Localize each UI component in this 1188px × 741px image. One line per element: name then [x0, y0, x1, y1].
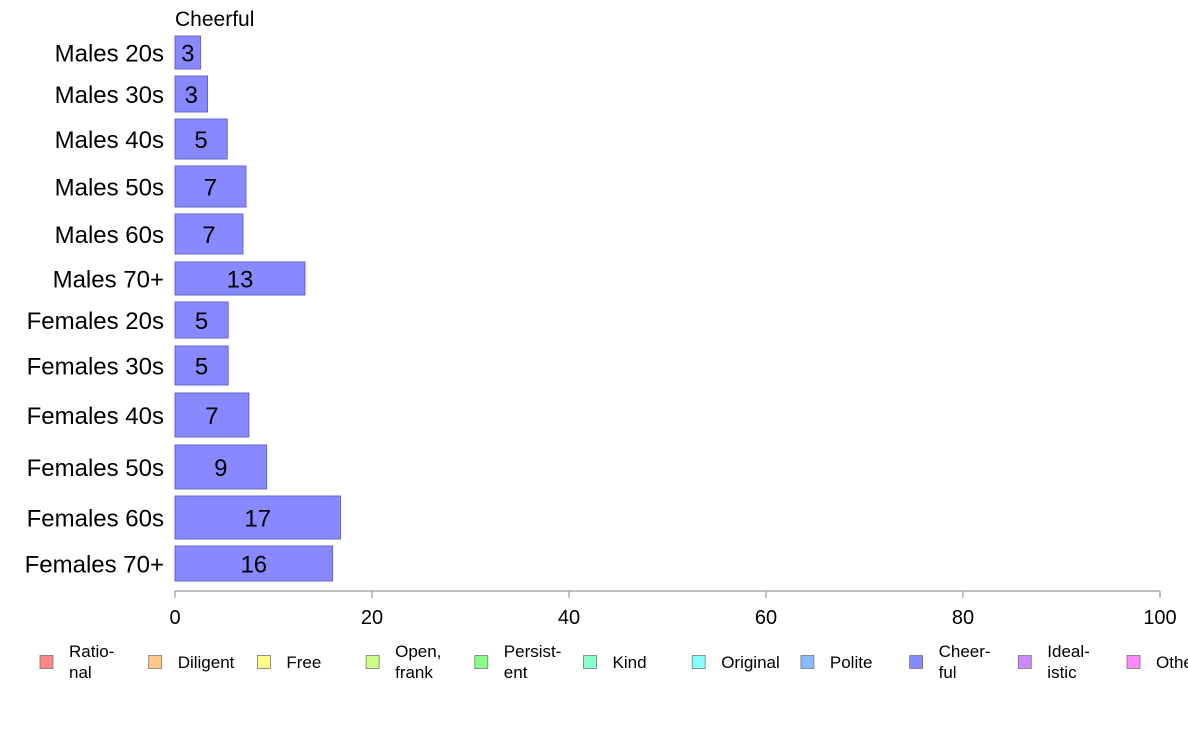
category-label: Females 20s — [27, 308, 164, 335]
legend-swatch — [1017, 655, 1032, 669]
category-label: Males 70+ — [53, 267, 164, 294]
category-label: Males 60s — [55, 222, 164, 249]
legend-swatch — [256, 655, 271, 669]
data-label: 7 — [204, 175, 217, 202]
x-tick-label: 20 — [361, 607, 383, 629]
legend-swatch — [365, 655, 380, 669]
x-tick-label: 40 — [558, 607, 580, 629]
category-label: Males 50s — [55, 175, 164, 202]
data-label: 16 — [240, 552, 267, 579]
category-label: Males 40s — [55, 127, 164, 154]
category-label: Females 50s — [27, 455, 164, 482]
legend-label: Kind — [613, 653, 647, 672]
bar — [174, 165, 247, 208]
data-label: 3 — [185, 82, 198, 109]
legend: Ratio-nal Diligent Free Open, frank Persist-e… — [39, 642, 1188, 682]
bar — [174, 345, 229, 386]
x-axis: 0 20 40 60 80 100 — [169, 590, 1177, 629]
legend-label: Ratio-nal — [69, 642, 114, 682]
legend-swatch — [474, 655, 489, 669]
category-label: Females 70+ — [25, 552, 164, 579]
legend-swatch — [800, 655, 815, 669]
data-label: 5 — [195, 308, 208, 335]
bar — [174, 444, 268, 490]
legend-label: Other — [1156, 653, 1188, 672]
bar — [174, 392, 250, 438]
bar — [174, 75, 209, 113]
legend-swatch — [1126, 655, 1141, 669]
legend-swatch — [39, 655, 54, 669]
x-tick-label: 60 — [755, 607, 777, 629]
legend-label: Open, frank — [395, 642, 441, 682]
category-label: Females 40s — [27, 403, 164, 430]
data-label: 5 — [195, 354, 208, 381]
legend-label: Free — [286, 653, 321, 672]
data-label: 9 — [214, 455, 227, 482]
legend-label: Ideal-istic — [1047, 642, 1090, 682]
data-label: 7 — [202, 222, 215, 249]
bar — [174, 495, 341, 540]
legend-label: Persist-ent — [504, 642, 562, 682]
bars-group: 3 Males 20s 3 Males 30s 5 Males 40s 7 Males 50s… — [25, 35, 341, 582]
data-label: 7 — [205, 403, 218, 430]
legend-swatch — [691, 655, 706, 669]
bar — [174, 301, 229, 339]
legend-label: Polite — [830, 653, 873, 672]
legend-swatch — [583, 655, 597, 669]
data-label: 3 — [181, 41, 194, 68]
bar — [174, 261, 306, 296]
legend-label: Original — [721, 653, 780, 672]
bar — [174, 545, 334, 582]
legend-label: Diligent — [178, 653, 235, 672]
x-tick-label: 80 — [952, 607, 974, 629]
data-label: 5 — [194, 127, 207, 154]
x-tick-label: 100 — [1143, 607, 1176, 629]
data-label: 13 — [227, 267, 254, 294]
bar — [174, 35, 202, 70]
bar — [174, 118, 228, 160]
category-label: Males 30s — [55, 82, 164, 109]
legend-label: Cheer-ful — [939, 642, 991, 682]
bar — [174, 213, 244, 255]
category-label: Males 20s — [55, 41, 164, 68]
category-label: Females 30s — [27, 354, 164, 381]
legend-swatch — [148, 655, 163, 669]
data-label: 17 — [244, 506, 271, 533]
chart-title: Cheerful — [175, 8, 254, 31]
category-label: Females 60s — [27, 506, 164, 533]
x-tick-label: 0 — [169, 607, 180, 629]
legend-swatch — [909, 655, 923, 669]
